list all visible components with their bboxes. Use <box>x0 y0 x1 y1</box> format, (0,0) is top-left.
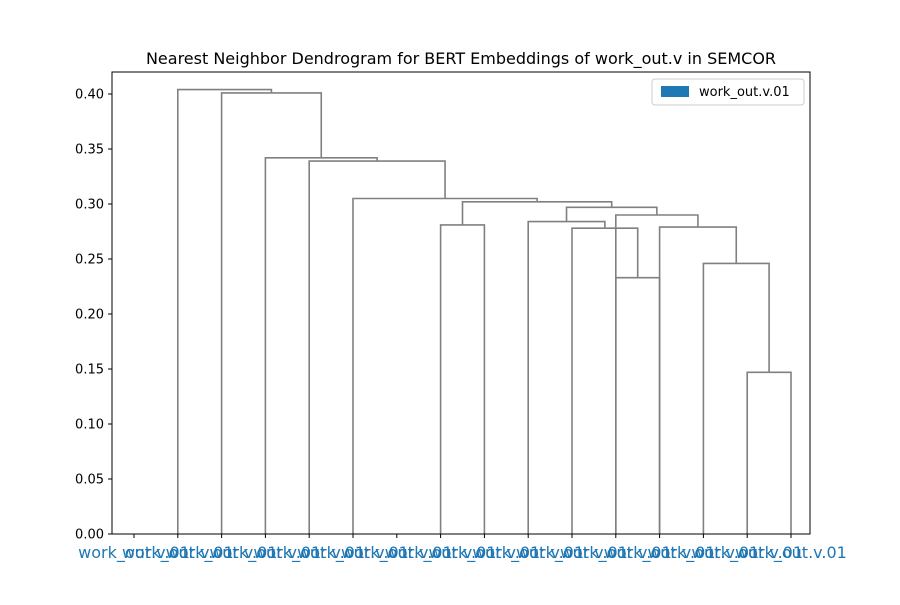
y-tick-label: 0.30 <box>75 198 104 213</box>
leaf-label: work_out.v.01 <box>122 543 234 563</box>
leaf-label: work_out.v.01 <box>253 543 365 563</box>
chart-title: Nearest Neighbor Dendrogram for BERT Emb… <box>146 49 776 69</box>
leaf-label: work_out.v.01 <box>516 543 628 563</box>
y-tick-label: 0.40 <box>75 88 104 103</box>
y-tick-label: 0.00 <box>75 528 104 543</box>
legend-label: work_out.v.01 <box>699 85 790 100</box>
leaf-label: work_out.v.01 <box>691 543 803 563</box>
y-tick-label: 0.25 <box>75 253 104 268</box>
leaf-label: work_out.v.01 <box>341 543 453 563</box>
legend-box <box>651 78 805 106</box>
plot-frame <box>111 71 811 535</box>
dendrogram-links <box>177 88 792 534</box>
y-tick-label: 0.15 <box>75 363 104 378</box>
leaf-label: work_out.v.01 <box>429 543 541 563</box>
leaf-label: work_out.v.01 <box>560 543 672 563</box>
x-axis: work_out.v.01work_out.v.01work_out.v.01w… <box>78 534 847 563</box>
leaf-label: work_out.v.01 <box>166 543 278 563</box>
dendrogram-link-14 <box>177 88 273 534</box>
leaf-label: work_out.v.01 <box>604 543 716 563</box>
leaf-label: work_out.v.01 <box>648 543 760 563</box>
leaf-label: work_out.v.01 <box>78 543 190 563</box>
leaf-label: work_out.v.01 <box>297 543 409 563</box>
leaf-label: work_out.v.01 <box>472 543 584 563</box>
leaf-label: work_out.v.01 <box>385 543 497 563</box>
y-tick-label: 0.10 <box>75 418 104 433</box>
y-tick-label: 0.05 <box>75 473 104 488</box>
leaf-label: work_out.v.01 <box>210 543 322 563</box>
legend: work_out.v.01 <box>651 78 805 106</box>
y-axis: 0.00 0.05 0.10 0.15 0.20 0.25 0.30 0.35 0.40 <box>75 88 112 543</box>
y-tick-label: 0.35 <box>75 143 104 158</box>
legend-swatch <box>661 86 689 97</box>
leaf-label: work_out.v.01 <box>735 543 847 563</box>
y-tick-label: 0.20 <box>75 308 104 323</box>
